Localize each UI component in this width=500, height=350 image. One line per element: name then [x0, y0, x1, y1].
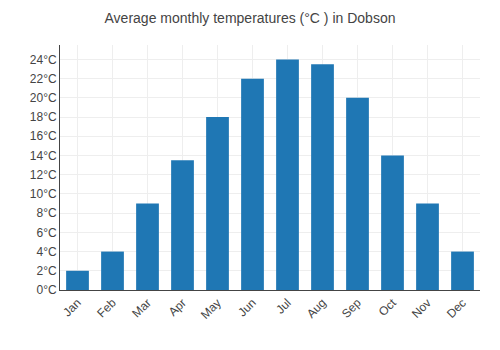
svg-text:Aug: Aug	[304, 296, 329, 321]
svg-text:Mar: Mar	[129, 296, 154, 321]
svg-text:8°C: 8°C	[36, 206, 56, 220]
svg-text:16°C: 16°C	[30, 129, 57, 143]
svg-text:Jun: Jun	[235, 296, 259, 320]
svg-text:Feb: Feb	[94, 296, 119, 321]
svg-text:Dec: Dec	[444, 296, 469, 321]
svg-text:2°C: 2°C	[36, 264, 56, 278]
svg-text:6°C: 6°C	[36, 226, 56, 240]
svg-text:22°C: 22°C	[30, 72, 57, 86]
svg-text:Oct: Oct	[376, 295, 400, 319]
svg-text:Apr: Apr	[166, 296, 189, 319]
svg-text:May: May	[198, 296, 224, 322]
svg-text:Sep: Sep	[339, 296, 364, 321]
svg-text:Nov: Nov	[409, 296, 434, 321]
svg-text:10°C: 10°C	[30, 187, 57, 201]
svg-text:0°C: 0°C	[36, 283, 56, 297]
svg-text:24°C: 24°C	[30, 53, 57, 67]
svg-text:18°C: 18°C	[30, 110, 57, 124]
svg-text:14°C: 14°C	[30, 149, 57, 163]
svg-text:20°C: 20°C	[30, 91, 57, 105]
svg-text:4°C: 4°C	[36, 245, 56, 259]
svg-text:Jan: Jan	[60, 296, 84, 320]
svg-text:12°C: 12°C	[30, 168, 57, 182]
svg-text:Jul: Jul	[273, 296, 294, 317]
svg-text:Average monthly temperatures (: Average monthly temperatures (°C ) in Do…	[105, 10, 396, 26]
